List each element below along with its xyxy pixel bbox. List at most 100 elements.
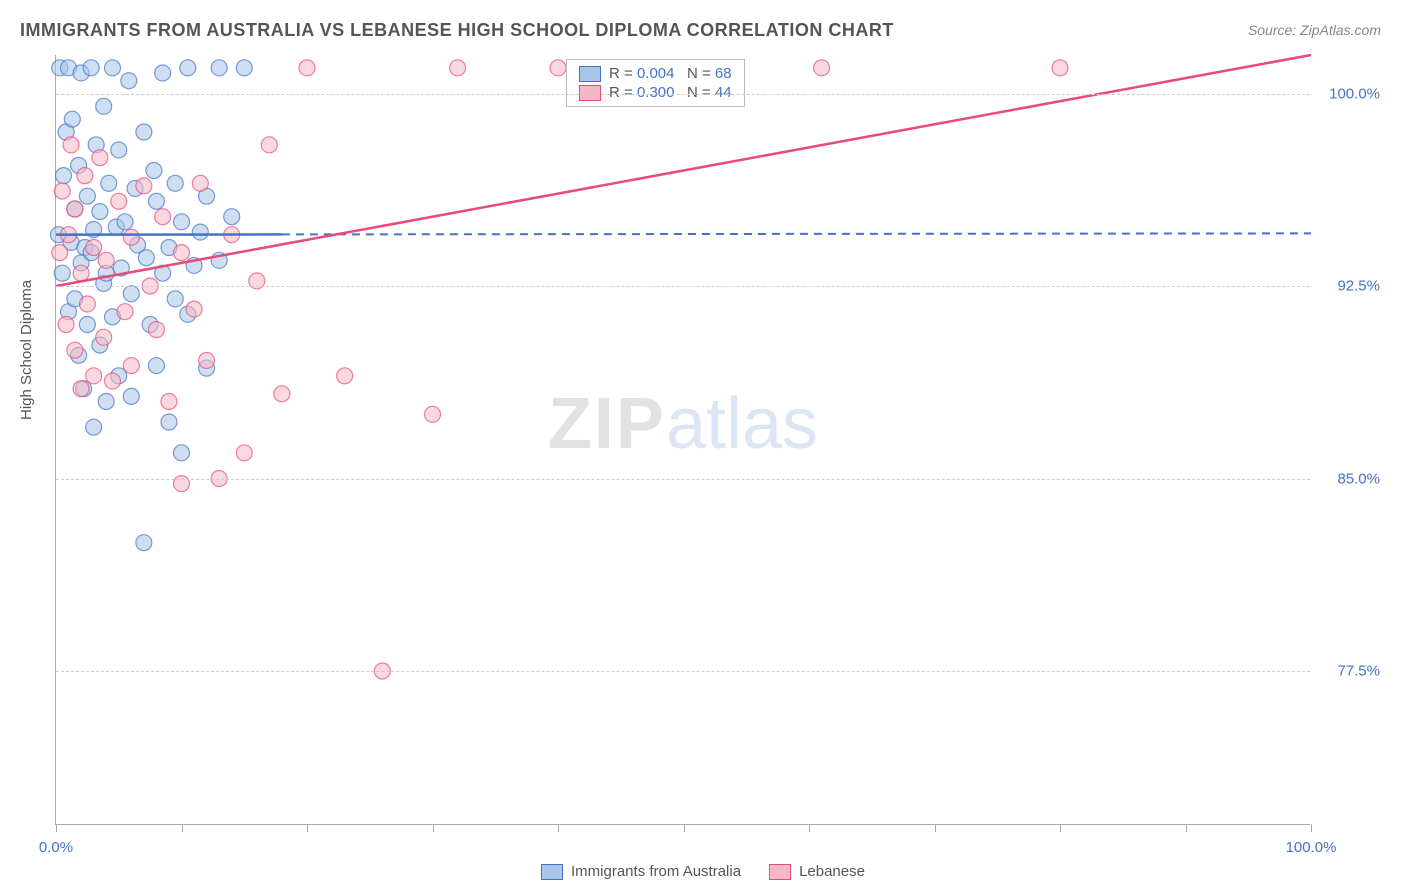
x-tick [684, 824, 685, 832]
x-tick [1060, 824, 1061, 832]
series-legend: Immigrants from Australia Lebanese [0, 863, 1406, 880]
series-legend-item: Lebanese [769, 863, 865, 880]
data-point [67, 342, 83, 358]
y-tick-label: 77.5% [1320, 663, 1380, 680]
data-point [123, 229, 139, 245]
data-point [52, 245, 68, 261]
legend-swatch [541, 864, 563, 880]
data-point [136, 124, 152, 140]
y-axis-label: High School Diploma [18, 280, 35, 420]
data-point [54, 265, 70, 281]
data-point [261, 137, 277, 153]
data-point [117, 304, 133, 320]
data-point [155, 209, 171, 225]
data-point [98, 394, 114, 410]
data-point [148, 193, 164, 209]
data-point [450, 60, 466, 76]
data-point [199, 352, 215, 368]
data-point [1052, 60, 1068, 76]
data-point [123, 388, 139, 404]
data-point [174, 445, 190, 461]
gridline [56, 286, 1310, 287]
data-point [54, 183, 70, 199]
x-tick [56, 824, 57, 832]
x-tick-label: 100.0% [1286, 839, 1337, 856]
legend-swatch [579, 66, 601, 82]
x-tick [558, 824, 559, 832]
plot-area: ZIPatlas R = 0.004 N = 68R = 0.300 N = 4… [55, 55, 1310, 825]
correlation-legend: R = 0.004 N = 68 R = 0.300 N = 44 [566, 59, 745, 107]
data-point [79, 188, 95, 204]
y-tick-label: 92.5% [1320, 278, 1380, 295]
data-point [63, 137, 79, 153]
data-point [186, 301, 202, 317]
y-tick-label: 85.0% [1320, 470, 1380, 487]
data-point [425, 406, 441, 422]
series-legend-label: Immigrants from Australia [571, 863, 741, 880]
data-point [86, 419, 102, 435]
data-point [123, 358, 139, 374]
x-tick-label: 0.0% [39, 839, 73, 856]
data-point [146, 163, 162, 179]
data-point [77, 168, 93, 184]
data-point [111, 193, 127, 209]
gridline [56, 671, 1310, 672]
data-point [73, 381, 89, 397]
data-point [814, 60, 830, 76]
chart-title: IMMIGRANTS FROM AUSTRALIA VS LEBANESE HI… [20, 20, 894, 41]
data-point [98, 252, 114, 268]
data-point [58, 317, 74, 333]
data-point [174, 214, 190, 230]
y-tick-label: 100.0% [1320, 85, 1380, 102]
data-point [73, 265, 89, 281]
data-point [274, 386, 290, 402]
x-tick [1186, 824, 1187, 832]
data-point [161, 414, 177, 430]
chart-svg [56, 55, 1310, 824]
data-point [161, 394, 177, 410]
data-point [174, 245, 190, 261]
data-point [337, 368, 353, 384]
data-point [92, 150, 108, 166]
data-point [123, 286, 139, 302]
data-point [111, 142, 127, 158]
data-point [83, 60, 99, 76]
source-label: Source: ZipAtlas.com [1248, 22, 1381, 38]
data-point [550, 60, 566, 76]
data-point [138, 250, 154, 266]
series-legend-label: Lebanese [799, 863, 865, 880]
data-point [192, 224, 208, 240]
data-point [136, 535, 152, 551]
x-tick [433, 824, 434, 832]
data-point [104, 373, 120, 389]
data-point [224, 209, 240, 225]
x-tick [809, 824, 810, 832]
legend-stats: R = 0.004 N = 68 [609, 65, 732, 82]
data-point [79, 317, 95, 333]
data-point [117, 214, 133, 230]
x-tick [935, 824, 936, 832]
data-point [155, 65, 171, 81]
regression-line-extrapolated [282, 233, 1311, 234]
data-point [192, 175, 208, 191]
legend-row: R = 0.004 N = 68 [579, 64, 732, 83]
data-point [96, 329, 112, 345]
gridline [56, 479, 1310, 480]
data-point [299, 60, 315, 76]
legend-stats: R = 0.300 N = 44 [609, 84, 732, 101]
data-point [96, 98, 112, 114]
data-point [67, 201, 83, 217]
data-point [121, 73, 137, 89]
data-point [167, 291, 183, 307]
data-point [236, 445, 252, 461]
data-point [167, 175, 183, 191]
x-tick [182, 824, 183, 832]
data-point [92, 204, 108, 220]
data-point [79, 296, 95, 312]
data-point [148, 322, 164, 338]
x-tick [1311, 824, 1312, 832]
gridline [56, 94, 1310, 95]
legend-swatch [579, 85, 601, 101]
data-point [148, 358, 164, 374]
data-point [236, 60, 252, 76]
